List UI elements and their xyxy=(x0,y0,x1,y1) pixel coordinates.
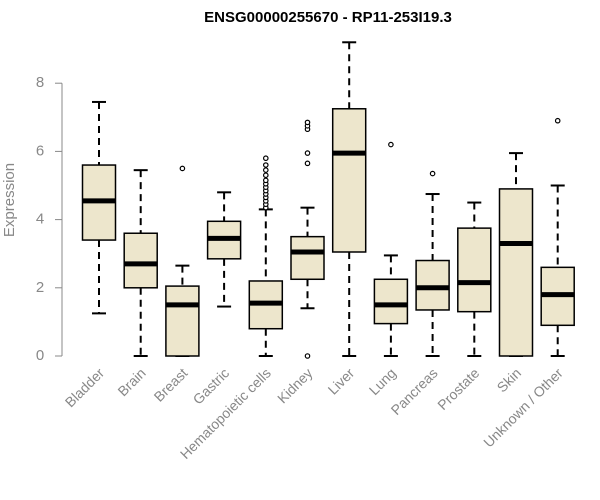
iqr-box xyxy=(123,232,158,289)
y-tick-label: 0 xyxy=(36,347,44,364)
iqr-box xyxy=(415,259,450,311)
box-group-brain xyxy=(123,169,158,357)
box-group-unknown-other xyxy=(540,117,575,357)
x-tick-label: Prostate xyxy=(434,365,482,413)
outlier-point xyxy=(262,177,269,184)
outlier-point xyxy=(304,160,311,167)
box-group-hematopoietic-cells xyxy=(248,155,284,357)
box-series xyxy=(81,41,575,359)
box-group-bladder xyxy=(81,100,117,315)
y-tick-label: 2 xyxy=(36,279,44,296)
x-tick-label: Lung xyxy=(366,365,399,398)
y-tick-label: 6 xyxy=(36,142,44,159)
y-axis: 0 2 4 6 8 xyxy=(36,74,63,364)
outlier-point xyxy=(262,172,269,179)
chart-title: ENSG00000255670 - RP11-253I19.3 xyxy=(204,9,452,26)
outlier-point xyxy=(262,167,269,173)
iqr-box xyxy=(498,188,534,357)
box-group-prostate xyxy=(457,201,492,357)
outlier-point xyxy=(554,117,561,124)
iqr-box xyxy=(290,235,325,281)
x-tick-label: Unknown / Other xyxy=(480,365,566,451)
outlier-point xyxy=(262,162,269,168)
y-tick-label: 8 xyxy=(36,74,44,91)
box-group-breast xyxy=(165,165,200,357)
box-group-gastric xyxy=(206,191,242,308)
outlier-point xyxy=(179,165,186,172)
iqr-box xyxy=(165,285,200,357)
iqr-box xyxy=(331,108,367,253)
y-tick-label: 4 xyxy=(36,211,44,228)
outlier-point xyxy=(304,119,311,126)
box-group-pancreas xyxy=(415,170,450,357)
box-group-liver xyxy=(331,41,367,357)
y-axis-label: Expression xyxy=(1,163,18,237)
x-tick-label: Skin xyxy=(494,365,525,396)
x-tick-label: Liver xyxy=(325,365,358,398)
box-group-kidney xyxy=(290,119,325,359)
iqr-box xyxy=(373,278,409,325)
x-tick-label: Kidney xyxy=(274,365,316,407)
outlier-point xyxy=(262,155,269,162)
outlier-point xyxy=(429,170,436,177)
box-group-skin xyxy=(498,152,534,357)
x-tick-label: Breast xyxy=(151,365,191,405)
outlier-point xyxy=(304,353,311,359)
box-group-lung xyxy=(373,141,409,357)
x-tick-label: Bladder xyxy=(62,365,108,411)
iqr-box xyxy=(457,227,492,313)
outlier-point xyxy=(388,141,394,148)
x-tick-label: Brain xyxy=(114,365,148,399)
outlier-point xyxy=(304,150,311,156)
